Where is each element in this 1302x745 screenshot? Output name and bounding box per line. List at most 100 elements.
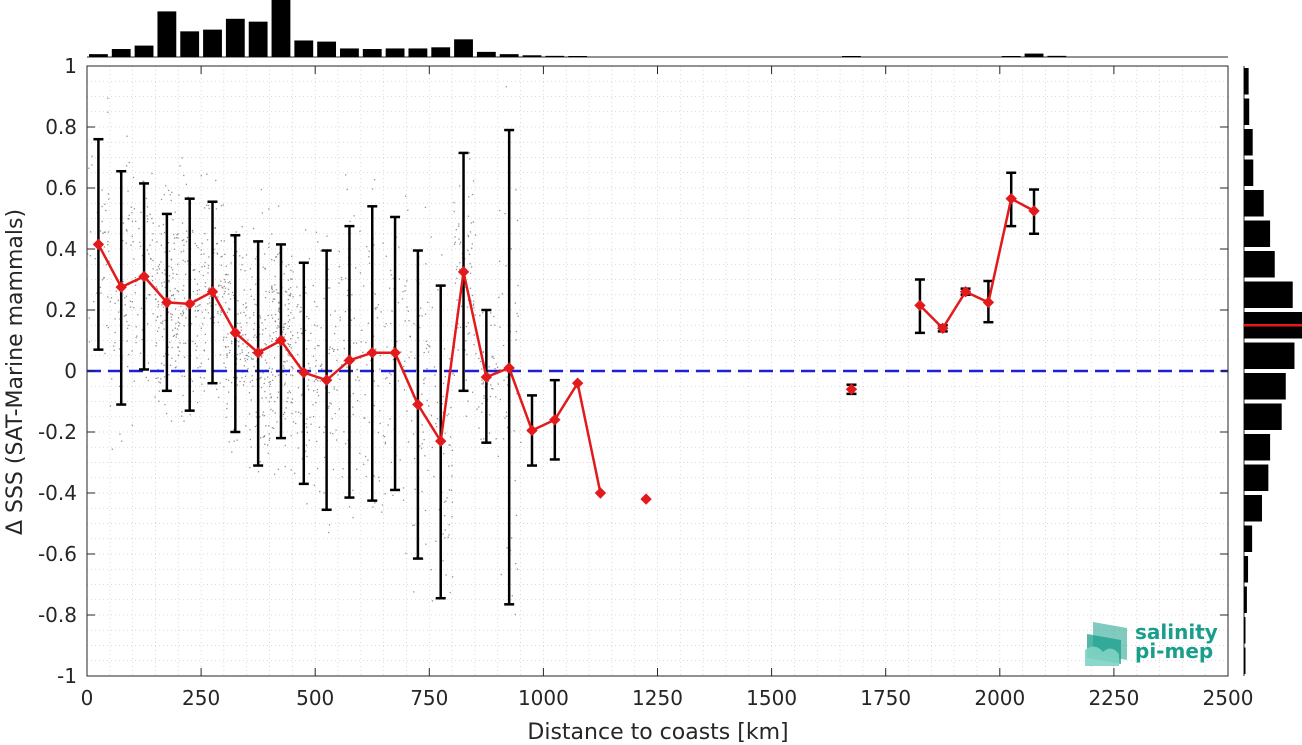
raw-point <box>329 432 332 434</box>
raw-point <box>215 243 218 245</box>
raw-point <box>269 393 272 395</box>
raw-point <box>309 367 311 369</box>
raw-point <box>245 306 248 308</box>
raw-point <box>237 300 239 302</box>
raw-point <box>385 323 387 325</box>
raw-point <box>141 338 143 341</box>
right-histogram-bar <box>1244 190 1264 217</box>
raw-point <box>138 227 140 230</box>
top-histogram-bar <box>545 55 565 57</box>
raw-point <box>102 277 105 279</box>
right-histogram-bar <box>1244 281 1293 308</box>
raw-point <box>374 307 376 309</box>
raw-point <box>489 414 491 416</box>
raw-point <box>255 336 258 338</box>
raw-point <box>187 196 189 198</box>
raw-point <box>469 262 471 265</box>
raw-point <box>284 333 287 336</box>
raw-point <box>300 394 303 396</box>
raw-point <box>147 323 149 325</box>
right-histogram-bar <box>1244 617 1246 644</box>
raw-point <box>134 220 137 222</box>
raw-point <box>451 576 454 578</box>
binned-mean-marker <box>845 383 858 396</box>
raw-point <box>176 234 178 236</box>
raw-point <box>274 320 277 322</box>
raw-point <box>271 317 274 319</box>
raw-point <box>149 294 151 296</box>
raw-point <box>277 310 280 312</box>
raw-point <box>429 346 431 348</box>
raw-point <box>296 286 298 288</box>
raw-point <box>497 383 500 385</box>
raw-point <box>287 308 289 310</box>
raw-point <box>259 315 261 317</box>
salinity-pi-mep-logo: salinity pi-mep <box>1085 620 1218 666</box>
raw-point <box>482 383 484 385</box>
raw-point <box>182 311 185 314</box>
raw-point <box>413 323 415 325</box>
raw-point <box>182 394 184 397</box>
raw-point <box>307 389 310 391</box>
raw-point <box>171 357 173 359</box>
raw-point <box>277 253 279 256</box>
top-histogram-bar <box>408 48 428 57</box>
raw-point <box>446 497 448 499</box>
raw-point <box>467 333 469 335</box>
raw-point <box>124 297 126 299</box>
raw-point <box>488 380 490 382</box>
raw-point <box>297 354 299 356</box>
raw-point <box>155 286 158 288</box>
raw-point <box>199 376 202 378</box>
raw-point <box>108 198 110 200</box>
raw-point <box>290 331 292 333</box>
raw-point <box>352 516 354 519</box>
binned-mean-marker <box>549 414 561 426</box>
raw-point <box>495 363 497 365</box>
raw-point <box>255 411 257 413</box>
raw-point <box>185 240 188 243</box>
raw-point <box>170 319 173 321</box>
raw-point <box>505 411 508 413</box>
raw-point <box>316 378 318 380</box>
raw-point <box>382 242 384 244</box>
binned-mean-marker <box>275 334 287 347</box>
raw-point <box>471 294 474 297</box>
raw-point <box>161 282 163 284</box>
raw-point <box>227 282 229 284</box>
raw-point <box>206 173 208 175</box>
raw-point <box>271 233 273 235</box>
raw-point <box>451 515 453 518</box>
raw-point <box>301 431 303 433</box>
raw-point <box>247 368 249 370</box>
raw-point <box>424 206 427 208</box>
raw-point <box>158 381 160 383</box>
raw-point <box>422 431 424 433</box>
raw-point <box>275 330 277 333</box>
raw-point <box>203 317 205 319</box>
raw-point <box>160 244 163 246</box>
raw-point <box>308 317 310 320</box>
raw-point <box>177 321 179 323</box>
raw-point <box>222 287 224 289</box>
raw-point <box>346 294 349 297</box>
raw-point <box>246 322 248 324</box>
raw-point <box>225 274 227 276</box>
raw-point <box>150 258 152 260</box>
raw-point <box>224 366 227 369</box>
raw-point <box>135 281 137 283</box>
raw-point <box>423 351 425 354</box>
raw-point <box>105 264 107 266</box>
raw-point <box>317 395 320 397</box>
y-tick-label: 1 <box>64 54 77 78</box>
raw-point <box>236 353 239 356</box>
raw-point <box>291 412 293 415</box>
raw-point <box>457 327 459 329</box>
raw-point <box>100 292 102 294</box>
top-histogram-bar <box>476 51 496 57</box>
raw-point <box>315 440 318 443</box>
raw-point <box>108 260 110 262</box>
raw-point <box>283 323 285 325</box>
raw-point <box>93 300 95 303</box>
raw-point <box>368 250 370 252</box>
